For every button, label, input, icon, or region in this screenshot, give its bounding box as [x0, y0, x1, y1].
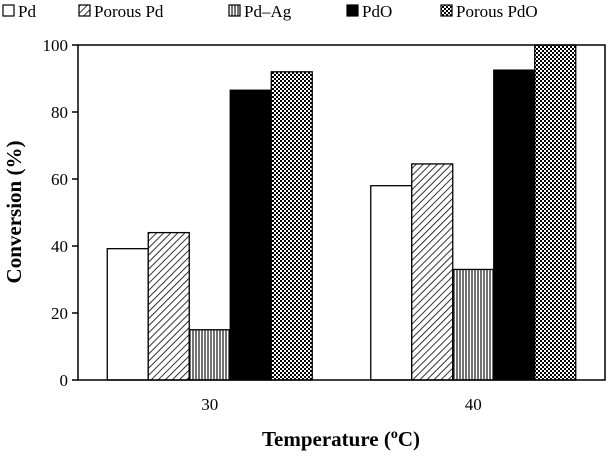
- x-axis-title-superscript: o: [391, 427, 398, 442]
- y-tick-label: 40: [51, 237, 68, 256]
- legend-swatch: [440, 4, 453, 17]
- plot-frame: [77, 44, 606, 381]
- legend-swatch: [346, 4, 359, 17]
- legend-label: Porous Pd: [94, 2, 164, 21]
- x-tick-label: 40: [465, 395, 482, 414]
- y-axis-title: Conversion (%): [2, 141, 26, 284]
- x-axis-title: Temperature (oC): [262, 427, 420, 451]
- bar-pdo-40: [493, 69, 536, 381]
- bar-porous-pd-40: [411, 163, 454, 381]
- bar-pdo-30: [229, 89, 272, 381]
- bars: [106, 44, 577, 381]
- y-tick-label: 20: [51, 304, 68, 323]
- y-tick-label: 60: [51, 170, 68, 189]
- y-tick-label: 100: [43, 36, 69, 55]
- legend-label: Porous PdO: [456, 2, 538, 21]
- bar-pd-40: [370, 185, 413, 381]
- legend-label: Pd: [18, 2, 36, 21]
- y-tick-label: 0: [60, 371, 69, 390]
- bar-pd-30: [106, 248, 149, 381]
- bar-porous-pd-30: [147, 231, 190, 381]
- bar-pd-ag-40: [452, 268, 495, 381]
- bar-porous-pdo-40: [534, 44, 577, 381]
- bar-pd-ag-30: [188, 329, 231, 381]
- legend: Pd Porous Pd Pd–Ag PdO Porous PdO: [2, 2, 538, 21]
- x-axis: 30 40: [201, 395, 482, 414]
- legend-swatch: [78, 4, 91, 17]
- y-tick-label: 80: [51, 103, 68, 122]
- y-axis: 0 20 40 60 80 100: [43, 36, 78, 390]
- legend-label: Pd–Ag: [244, 2, 292, 21]
- legend-swatch: [2, 4, 15, 17]
- bar-porous-pdo-30: [270, 71, 313, 381]
- legend-swatch: [228, 4, 241, 17]
- legend-label: PdO: [362, 2, 392, 21]
- x-tick-label: 30: [201, 395, 218, 414]
